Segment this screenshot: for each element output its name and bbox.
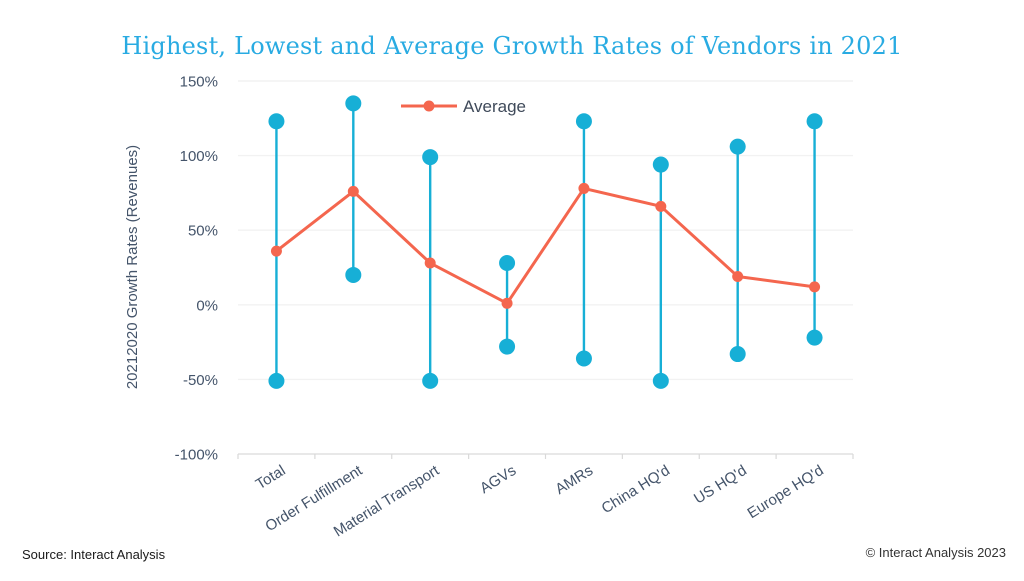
y-tick-label: 50% <box>188 223 218 240</box>
average-line <box>275 186 815 305</box>
y-tick-label: 100% <box>180 148 218 165</box>
source-note: Source: Interact Analysis <box>22 547 166 562</box>
y-tick-label: -50% <box>183 372 218 389</box>
highest-dot <box>729 138 746 155</box>
average-dot <box>347 185 359 197</box>
average-dot <box>270 245 282 257</box>
x-tick-label: Europe HQ'd <box>745 462 827 522</box>
average-dot <box>578 182 590 194</box>
lowest-dot <box>652 372 669 389</box>
average-dot <box>809 281 821 293</box>
highest-dot <box>499 255 516 272</box>
y-tick-label: -100% <box>175 447 218 464</box>
y-tick-label: 0% <box>196 297 218 314</box>
lowest-dot <box>806 329 823 346</box>
lowest-dot <box>345 266 362 283</box>
x-tick-label: China HQ'd <box>599 462 673 517</box>
x-tick-label: US HQ'd <box>691 462 750 508</box>
x-tick-label: Total <box>253 462 289 493</box>
lowest-dot <box>499 338 516 355</box>
legend-label: Average <box>463 97 526 116</box>
legend-marker-dot <box>423 100 435 112</box>
page-title: Highest, Lowest and Average Growth Rates… <box>121 32 903 61</box>
average-dot <box>424 257 436 269</box>
lowest-dot <box>268 372 285 389</box>
average-dot <box>501 297 513 309</box>
y-axis-title: 20212020 Growth Rates (Revenues) <box>124 145 141 389</box>
lowest-dot <box>422 372 439 389</box>
copyright-note: © Interact Analysis 2023 <box>865 545 1006 560</box>
lowest-dot <box>729 346 746 363</box>
highest-dot <box>575 113 592 130</box>
y-tick-label: 150% <box>180 74 218 91</box>
x-tick-label: AGVs <box>477 462 519 497</box>
lowest-dot <box>575 350 592 367</box>
highest-dot <box>806 113 823 130</box>
x-tick-label: AMRs <box>552 462 596 498</box>
average-dot <box>655 200 667 212</box>
highest-dot <box>268 113 285 130</box>
highest-dot <box>422 149 439 166</box>
highest-dot <box>652 156 669 173</box>
average-dot <box>732 270 744 282</box>
highest-dot <box>345 95 362 112</box>
